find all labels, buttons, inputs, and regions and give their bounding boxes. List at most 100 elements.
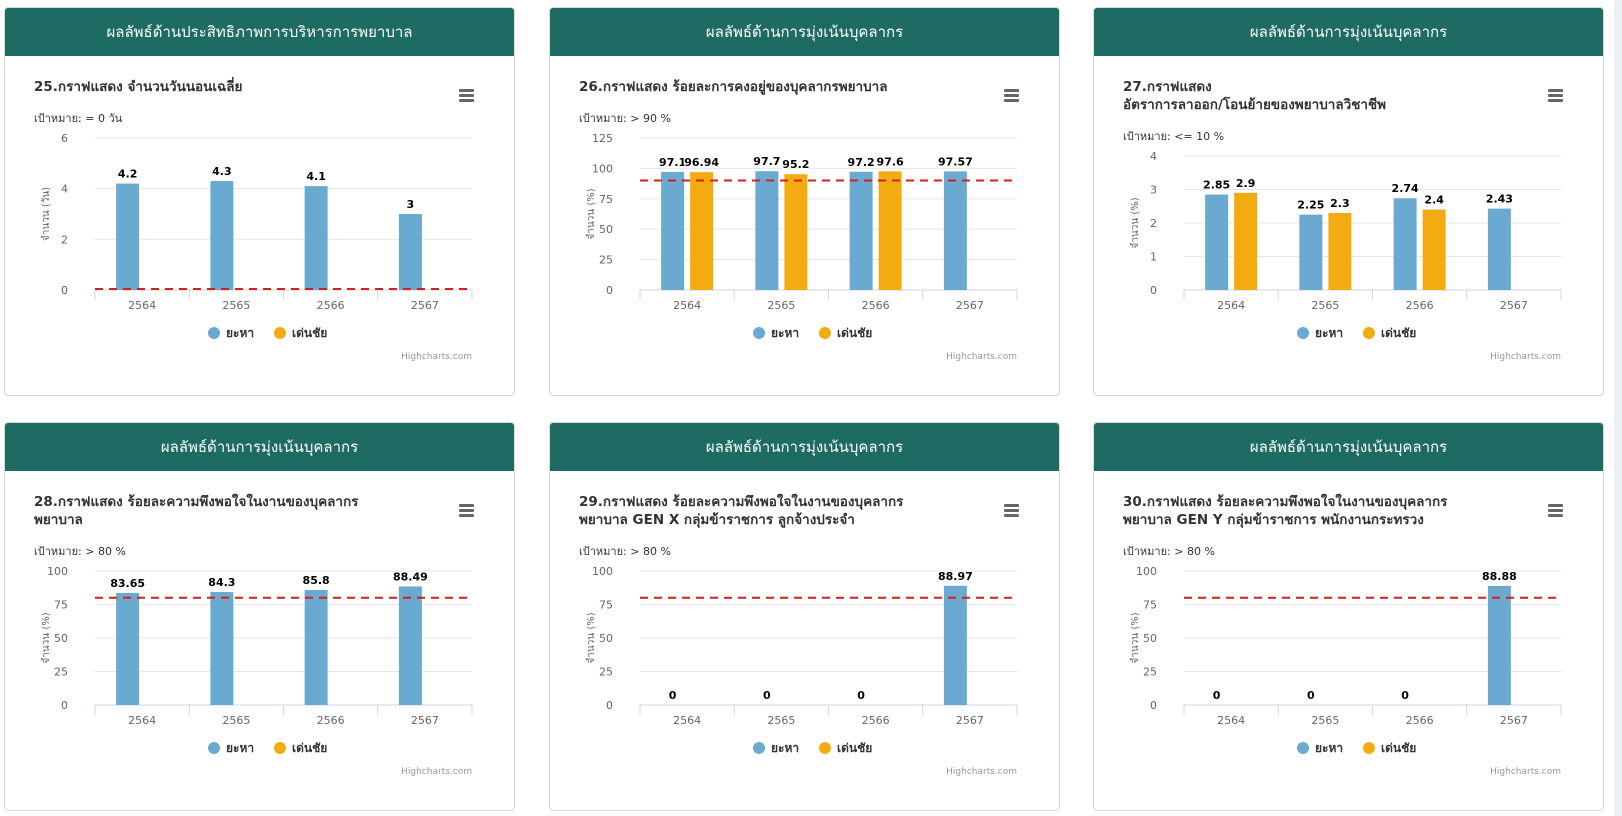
legend-item[interactable]: ยะหา (226, 326, 254, 340)
legend-marker-icon (1363, 327, 1375, 339)
hamburger-menu-icon[interactable] (1548, 89, 1563, 102)
card-header: ผลลัพธ์ด้านการมุ่งเน้นบุคลากร (5, 423, 514, 471)
highcharts-credit[interactable]: Highcharts.com (946, 352, 1017, 362)
hamburger-menu-icon[interactable] (1548, 504, 1563, 517)
bar-chart: 0 25 50 75 100 จำนวน (%) 2564 2565 2566 2567 83.65… (41, 565, 473, 777)
bar (1328, 212, 1352, 290)
y-axis-title: จำนวน (%) (41, 612, 52, 663)
bar (304, 590, 328, 705)
legend-marker-icon (1363, 742, 1375, 754)
chart-subtitle: เป้าหมาย: > 90 % (579, 112, 671, 125)
chart-title: 29.กราฟแสดง ร้อยละความพึงพอใจในงานของบุค… (579, 493, 979, 529)
data-label: 0 (763, 689, 771, 702)
bar-chart: 0 1 2 3 4 จำนวน (%) 2564 2565 2566 2567 2.85 2.25 2.… (1130, 150, 1562, 362)
data-label: 97.2 (848, 156, 875, 169)
data-label: 88.49 (393, 570, 428, 583)
legend-item[interactable]: ยะหา (1315, 326, 1343, 340)
y-tick-label: 100 (592, 162, 613, 175)
legend-item[interactable]: เด่นชัย (292, 326, 327, 340)
y-tick-label: 1 (1150, 251, 1157, 264)
x-tick-label: 2564 (1217, 714, 1245, 727)
chart-card: ผลลัพธ์ด้านการมุ่งเน้นบุคลากร 0 25 50 75 100… (1093, 422, 1604, 811)
bar (1487, 208, 1511, 290)
y-tick-label: 100 (47, 565, 68, 578)
y-tick-label: 75 (599, 193, 613, 206)
bar-chart: 0 2 4 6 จำนวน (วัน) 2564 2565 2566 2567 4.2 4.3 4.1… (41, 132, 473, 362)
x-tick-label: 2567 (956, 299, 984, 312)
highcharts-credit[interactable]: Highcharts.com (946, 767, 1017, 777)
chart-title: 26.กราฟแสดง ร้อยละการคงอยู่ของบุคลากรพยา… (579, 78, 979, 96)
legend-marker-icon (819, 742, 831, 754)
y-tick-label: 0 (606, 699, 613, 712)
chart-title-line: อัตราการลาออก/โอนย้ายของพยาบาลวิชาชีพ (1123, 97, 1386, 113)
bar (1422, 209, 1446, 290)
card-body: 0 25 50 75 100 จำนวน (%) 2564 2565 2566 2567 83.65… (5, 471, 514, 810)
data-label: 97.6 (877, 155, 904, 168)
bar (1234, 192, 1258, 290)
legend-item[interactable]: เด่นชัย (292, 741, 327, 755)
y-tick-label: 50 (599, 632, 613, 645)
bar (116, 183, 140, 290)
data-label: 96.94 (684, 156, 719, 169)
legend-item[interactable]: ยะหา (226, 741, 254, 755)
card-header: ผลลัพธ์ด้านการมุ่งเน้นบุคลากร (550, 423, 1059, 471)
bar (116, 592, 140, 705)
hamburger-menu-icon[interactable] (1004, 504, 1019, 517)
data-label: 88.97 (938, 570, 973, 583)
x-tick-label: 2565 (1311, 714, 1339, 727)
legend-item[interactable]: ยะหา (771, 326, 799, 340)
chart-card: ผลลัพธ์ด้านประสิทธิภาพการบริหารการพยาบาล… (4, 7, 515, 396)
highcharts-credit[interactable]: Highcharts.com (1490, 767, 1561, 777)
data-label: 2.4 (1424, 194, 1444, 207)
data-label: 0 (1307, 689, 1315, 702)
y-axis-title: จำนวน (%) (1130, 197, 1141, 248)
legend-item[interactable]: เด่นชัย (837, 741, 872, 755)
chart-subtitle: เป้าหมาย: > 80 % (34, 545, 126, 558)
legend-item[interactable]: เด่นชัย (1381, 741, 1416, 755)
legend-item[interactable]: ยะหา (1315, 741, 1343, 755)
legend-marker-icon (274, 327, 286, 339)
bar (784, 174, 808, 290)
hamburger-menu-icon[interactable] (459, 504, 474, 517)
bar (943, 171, 967, 290)
y-tick-label: 0 (1150, 284, 1157, 297)
x-tick-label: 2566 (317, 299, 345, 312)
bar (1393, 198, 1417, 290)
bar (943, 585, 967, 705)
data-label: 2.3 (1330, 197, 1350, 210)
data-label: 2.9 (1236, 177, 1256, 190)
legend-marker-icon (274, 742, 286, 754)
x-tick-label: 2566 (317, 714, 345, 727)
y-tick-label: 50 (54, 632, 68, 645)
chart-card: ผลลัพธ์ด้านการมุ่งเน้นบุคลากร 0 25 50 75 100… (549, 422, 1060, 811)
legend-item[interactable]: เด่นชัย (1381, 326, 1416, 340)
y-tick-label: 50 (599, 223, 613, 236)
page-scrollbar[interactable] (1614, 0, 1622, 816)
data-label: 4.3 (212, 165, 232, 178)
x-tick-label: 2566 (1406, 714, 1434, 727)
chart-title-line: 26.กราฟแสดง ร้อยละการคงอยู่ของบุคลากรพยา… (579, 79, 888, 95)
hamburger-menu-icon[interactable] (459, 89, 474, 102)
legend-marker-icon (1297, 742, 1309, 754)
data-label: 0 (669, 689, 677, 702)
x-tick-label: 2566 (1406, 299, 1434, 312)
data-label: 97.7 (753, 155, 780, 168)
chart-card: ผลลัพธ์ด้านการมุ่งเน้นบุคลากร 0 25 50 75 100… (549, 7, 1060, 396)
chart-title-line: พยาบาล (34, 512, 83, 528)
bar (661, 171, 685, 290)
bar-chart: 0 25 50 75 100 จำนวน (%) 2564 2565 2566 2567 0 0 0 88… (586, 565, 1018, 777)
data-label: 85.8 (303, 574, 330, 587)
highcharts-credit[interactable]: Highcharts.com (1490, 352, 1561, 362)
data-label: 0 (1401, 689, 1409, 702)
hamburger-menu-icon[interactable] (1004, 89, 1019, 102)
highcharts-credit[interactable]: Highcharts.com (401, 767, 472, 777)
y-axis-title: จำนวน (%) (586, 188, 597, 239)
y-axis-title: จำนวน (วัน) (41, 187, 52, 241)
x-tick-label: 2564 (128, 299, 156, 312)
y-tick-label: 100 (1136, 565, 1157, 578)
y-tick-label: 6 (61, 132, 68, 145)
y-tick-label: 125 (592, 132, 613, 145)
legend-item[interactable]: เด่นชัย (837, 326, 872, 340)
highcharts-credit[interactable]: Highcharts.com (401, 352, 472, 362)
legend-item[interactable]: ยะหา (771, 741, 799, 755)
